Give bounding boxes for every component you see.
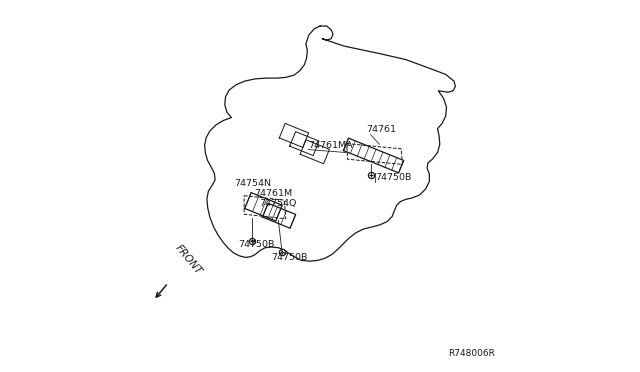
Text: 74761M: 74761M [254,189,292,198]
Text: 74750B: 74750B [375,173,412,182]
Text: R748006R: R748006R [448,349,495,358]
Text: 74754Q: 74754Q [259,199,296,208]
Text: 74750B: 74750B [271,253,308,262]
Text: FRONT: FRONT [173,243,203,276]
Text: 74761MA: 74761MA [308,141,353,150]
Text: 74761: 74761 [366,125,396,134]
Text: 74754N: 74754N [234,179,271,188]
Text: 74750B: 74750B [238,240,275,249]
